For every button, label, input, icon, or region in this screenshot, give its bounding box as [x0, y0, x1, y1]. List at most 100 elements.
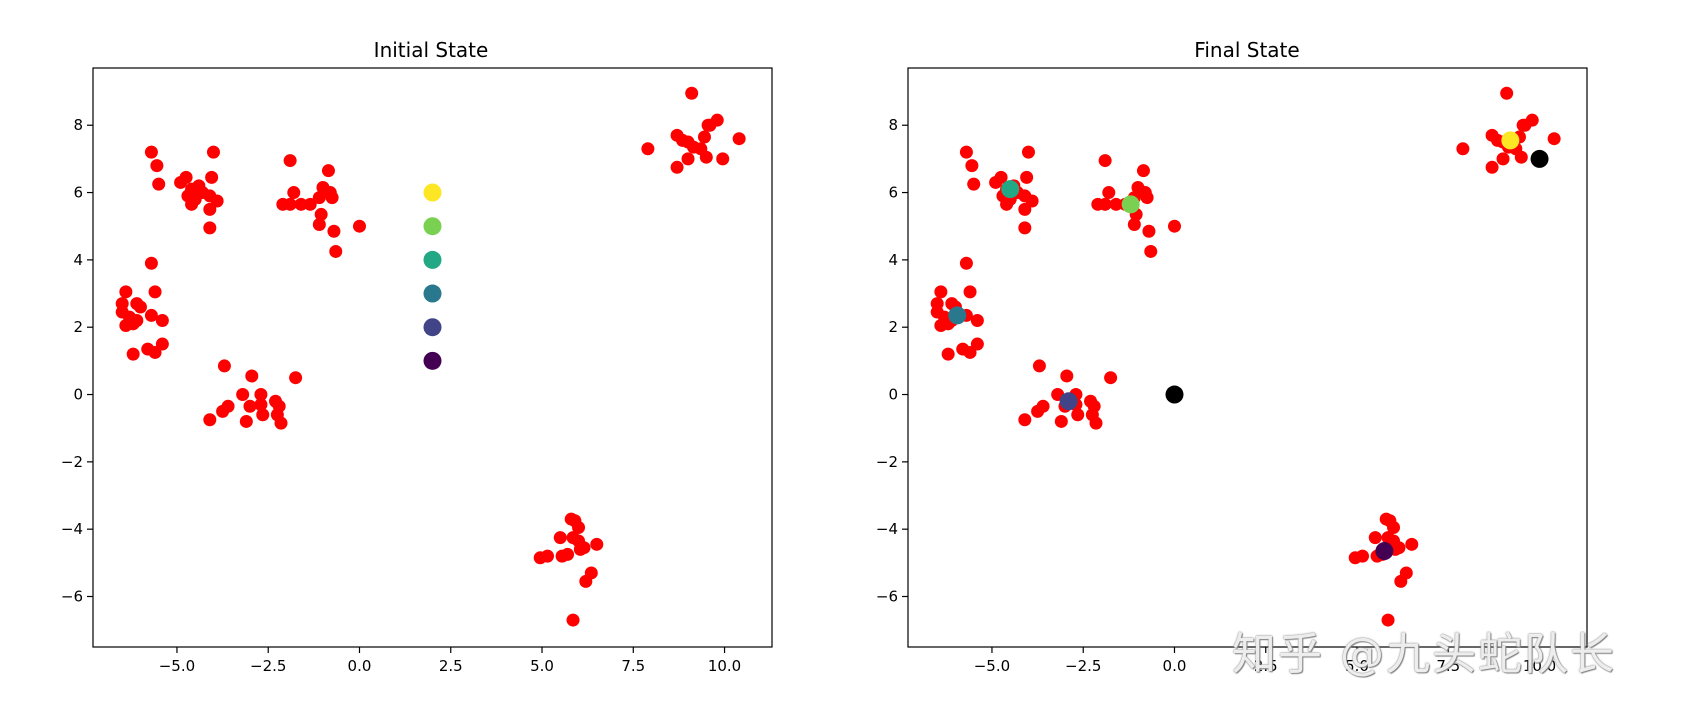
- x-tick-label: 5.0: [530, 657, 554, 675]
- y-tick-label: 0: [888, 386, 898, 404]
- centroid-marker: [1059, 392, 1078, 411]
- x-tick-label: −5.0: [159, 657, 195, 675]
- data-point: [590, 537, 604, 551]
- data-point: [321, 164, 335, 178]
- data-point: [670, 160, 684, 174]
- x-tick-label: 10.0: [708, 657, 741, 675]
- data-point: [185, 197, 199, 211]
- x-tick-label: 5.0: [1345, 657, 1369, 675]
- x-tick-label: 7.5: [621, 657, 645, 675]
- data-point: [555, 549, 569, 563]
- centroid-marker: [423, 284, 442, 303]
- data-point: [1060, 369, 1074, 383]
- y-tick-label: 6: [73, 184, 83, 202]
- data-point: [1496, 152, 1510, 166]
- data-point: [1405, 537, 1419, 551]
- data-point: [963, 285, 977, 299]
- data-point: [126, 347, 140, 361]
- data-point: [1140, 191, 1154, 205]
- data-point: [236, 388, 250, 402]
- data-point: [934, 285, 948, 299]
- centroid-marker: [1121, 195, 1140, 214]
- data-point: [352, 219, 366, 233]
- y-tick-label: 8: [73, 116, 83, 134]
- data-point: [325, 191, 339, 205]
- data-point: [1136, 164, 1150, 178]
- y-tick-label: −2: [876, 453, 898, 471]
- data-point: [572, 520, 586, 534]
- initial-state-panel: Initial State −5.0 −2.5 0.0 2.5 5.0 7.5 10.0 −6…: [61, 38, 773, 675]
- data-point: [254, 398, 268, 412]
- y-tick-label: 6: [888, 184, 898, 202]
- data-point: [1025, 194, 1039, 208]
- data-point: [1144, 244, 1158, 258]
- data-point: [1348, 551, 1362, 565]
- data-point: [1018, 202, 1032, 216]
- data-point: [566, 613, 580, 627]
- data-point: [1021, 145, 1035, 159]
- y-tick-label: 8: [888, 116, 898, 134]
- data-point: [699, 150, 713, 164]
- data-point: [150, 159, 164, 173]
- data-point: [155, 313, 169, 327]
- data-point: [1514, 150, 1528, 164]
- axes-frame: [907, 67, 1588, 648]
- data-point: [681, 152, 695, 166]
- data-point: [1167, 219, 1181, 233]
- x-tick-label: 0.0: [348, 657, 372, 675]
- data-point: [697, 130, 711, 144]
- data-point: [203, 221, 217, 235]
- data-point: [152, 177, 166, 191]
- chart-title: Initial State: [374, 38, 489, 62]
- x-tick-label: −2.5: [250, 657, 286, 675]
- data-point: [314, 207, 328, 221]
- data-point: [1098, 197, 1112, 211]
- data-point: [703, 118, 717, 132]
- data-point: [119, 285, 133, 299]
- data-point: [312, 191, 326, 205]
- data-point: [1127, 218, 1141, 232]
- data-point: [959, 145, 973, 159]
- data-point: [243, 399, 257, 413]
- data-point: [256, 408, 270, 422]
- data-point: [148, 285, 162, 299]
- data-point: [1500, 86, 1514, 100]
- reference-marker: [1165, 385, 1184, 404]
- data-point: [1018, 413, 1032, 427]
- centroid-marker: [1501, 131, 1520, 150]
- y-tick-label: 0: [73, 386, 83, 404]
- data-point: [216, 404, 230, 418]
- data-point: [239, 414, 253, 428]
- data-point: [1394, 574, 1408, 588]
- data-point: [287, 186, 301, 200]
- centroid-marker: [423, 318, 442, 337]
- data-point: [970, 337, 984, 351]
- data-point: [210, 194, 224, 208]
- data-point: [130, 313, 144, 327]
- data-point: [685, 86, 699, 100]
- data-point: [148, 345, 162, 359]
- data-point: [1142, 224, 1156, 238]
- centroid-marker: [423, 351, 442, 370]
- data-point: [1020, 170, 1034, 184]
- reference-marker: [1530, 149, 1549, 168]
- data-point: [254, 388, 268, 402]
- data-point: [959, 256, 973, 270]
- centroid-marker: [423, 183, 442, 202]
- data-point: [579, 574, 593, 588]
- data-point: [283, 154, 297, 168]
- data-point: [1387, 520, 1401, 534]
- data-point: [1109, 197, 1123, 211]
- data-point: [206, 145, 220, 159]
- y-tick-label: −6: [876, 588, 898, 606]
- data-point: [1098, 154, 1112, 168]
- data-point: [967, 177, 981, 191]
- data-point: [133, 300, 147, 314]
- data-point: [553, 531, 567, 545]
- y-tick-label: −4: [61, 520, 83, 538]
- centroid-marker: [1001, 180, 1020, 199]
- data-point: [144, 308, 158, 322]
- data-point: [965, 159, 979, 173]
- data-point: [533, 551, 547, 565]
